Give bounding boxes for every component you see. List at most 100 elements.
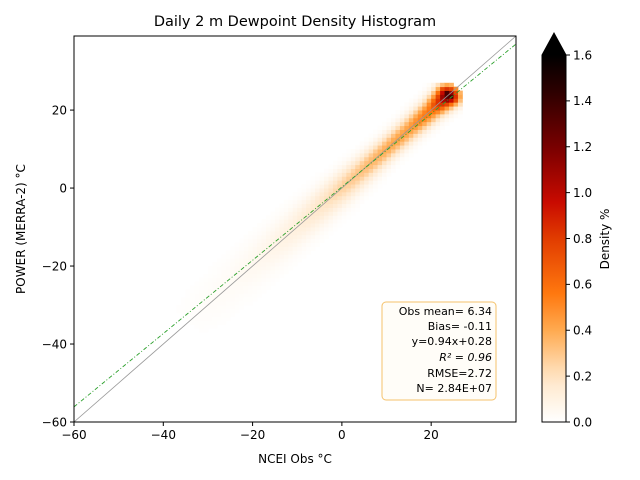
histogram-cell: [216, 262, 222, 267]
histogram-cell: [239, 254, 245, 259]
histogram-cell: [328, 227, 334, 232]
histogram-cell: [297, 215, 303, 220]
histogram-cell: [221, 297, 227, 302]
histogram-cell: [404, 113, 410, 119]
histogram-cell: [355, 152, 361, 158]
histogram-cell: [212, 324, 218, 329]
histogram-cell: [350, 168, 356, 173]
histogram-cell: [319, 195, 325, 201]
histogram-cell: [185, 312, 191, 318]
histogram-cell: [386, 168, 392, 173]
histogram-cell: [274, 207, 280, 212]
histogram-cell: [221, 262, 227, 267]
histogram-cell: [257, 223, 262, 228]
histogram-cell: [248, 273, 253, 279]
histogram-cell: [382, 164, 387, 169]
histogram-cell: [408, 110, 414, 115]
histogram-cell: [417, 110, 423, 115]
histogram-cell: [453, 102, 459, 107]
histogram-cell: [350, 184, 356, 189]
histogram-cell: [230, 269, 236, 275]
histogram-cell: [190, 305, 195, 310]
histogram-cell: [283, 242, 289, 247]
histogram-cell: [216, 316, 222, 322]
histogram-cell: [297, 254, 303, 259]
histogram-cell: [359, 141, 365, 146]
histogram-cell: [199, 281, 204, 286]
histogram-cell: [426, 90, 432, 95]
histogram-cell: [328, 223, 334, 228]
histogram-cell: [257, 266, 262, 271]
histogram-cell: [265, 227, 271, 232]
y-axis-ticks: −60 −40 −20 0 20: [42, 103, 74, 429]
histogram-cell: [239, 293, 245, 298]
histogram-cell: [413, 102, 419, 107]
histogram-cell: [292, 219, 298, 224]
histogram-cell: [274, 254, 280, 259]
histogram-cell: [426, 94, 432, 99]
histogram-cell: [337, 180, 343, 185]
histogram-cell: [274, 277, 280, 283]
histogram-cell: [203, 301, 209, 306]
histogram-cell: [337, 219, 343, 224]
histogram-cell: [265, 262, 271, 267]
histogram-cell: [364, 168, 370, 173]
histogram-cell: [346, 149, 352, 154]
histogram-cell: [207, 320, 213, 325]
histogram-cell: [270, 234, 276, 240]
histogram-cell: [346, 199, 352, 205]
histogram-cell: [207, 269, 213, 275]
histogram-cell: [234, 266, 240, 271]
histogram-cell: [395, 117, 401, 123]
histogram-cell: [288, 262, 294, 267]
histogram-cell: [390, 113, 396, 119]
histogram-cell: [306, 230, 312, 236]
histogram-cell: [350, 164, 356, 169]
histogram-cell: [297, 195, 303, 201]
histogram-cell: [257, 230, 262, 236]
histogram-cell: [319, 215, 325, 220]
histogram-cell: [190, 308, 195, 314]
histogram-cell: [243, 238, 249, 244]
histogram-cell: [212, 262, 218, 267]
histogram-cell: [190, 289, 195, 294]
histogram-cell: [404, 149, 410, 154]
histogram-cell: [337, 160, 343, 166]
histogram-cell: [368, 141, 374, 146]
histogram-cell: [413, 106, 419, 111]
histogram-cell: [239, 250, 245, 255]
histogram-cell: [444, 113, 450, 119]
histogram-cell: [225, 312, 231, 318]
histogram-cell: [279, 234, 285, 240]
histogram-cell: [324, 172, 329, 177]
histogram-cell: [408, 102, 414, 107]
histogram-cell: [404, 110, 410, 115]
histogram-cell: [310, 215, 316, 220]
histogram-cell: [332, 176, 338, 181]
histogram-cell: [199, 320, 204, 325]
histogram-cell: [181, 312, 187, 318]
histogram-cell: [337, 168, 343, 173]
histogram-cell: [328, 199, 334, 205]
histogram-cell: [364, 156, 370, 162]
histogram-cell: [395, 160, 401, 166]
histogram-cell: [319, 227, 325, 232]
histogram-cell: [435, 129, 441, 134]
histogram-cell: [248, 297, 253, 302]
histogram-cell: [234, 273, 240, 279]
histogram-cell: [243, 293, 249, 298]
histogram-cell: [440, 113, 445, 119]
histogram-cell: [337, 191, 343, 197]
histogram-cell: [341, 191, 347, 197]
histogram-cell: [181, 305, 187, 310]
histogram-cell: [234, 258, 240, 263]
histogram-cell: [395, 121, 401, 127]
histogram-cell: [404, 133, 410, 138]
histogram-cell: [310, 238, 316, 244]
histogram-cell: [243, 285, 249, 290]
histogram-cell: [355, 156, 361, 162]
histogram-cell: [422, 102, 428, 107]
histogram-cell: [431, 113, 437, 119]
histogram-cell: [426, 102, 432, 107]
histogram-cell: [216, 281, 222, 286]
